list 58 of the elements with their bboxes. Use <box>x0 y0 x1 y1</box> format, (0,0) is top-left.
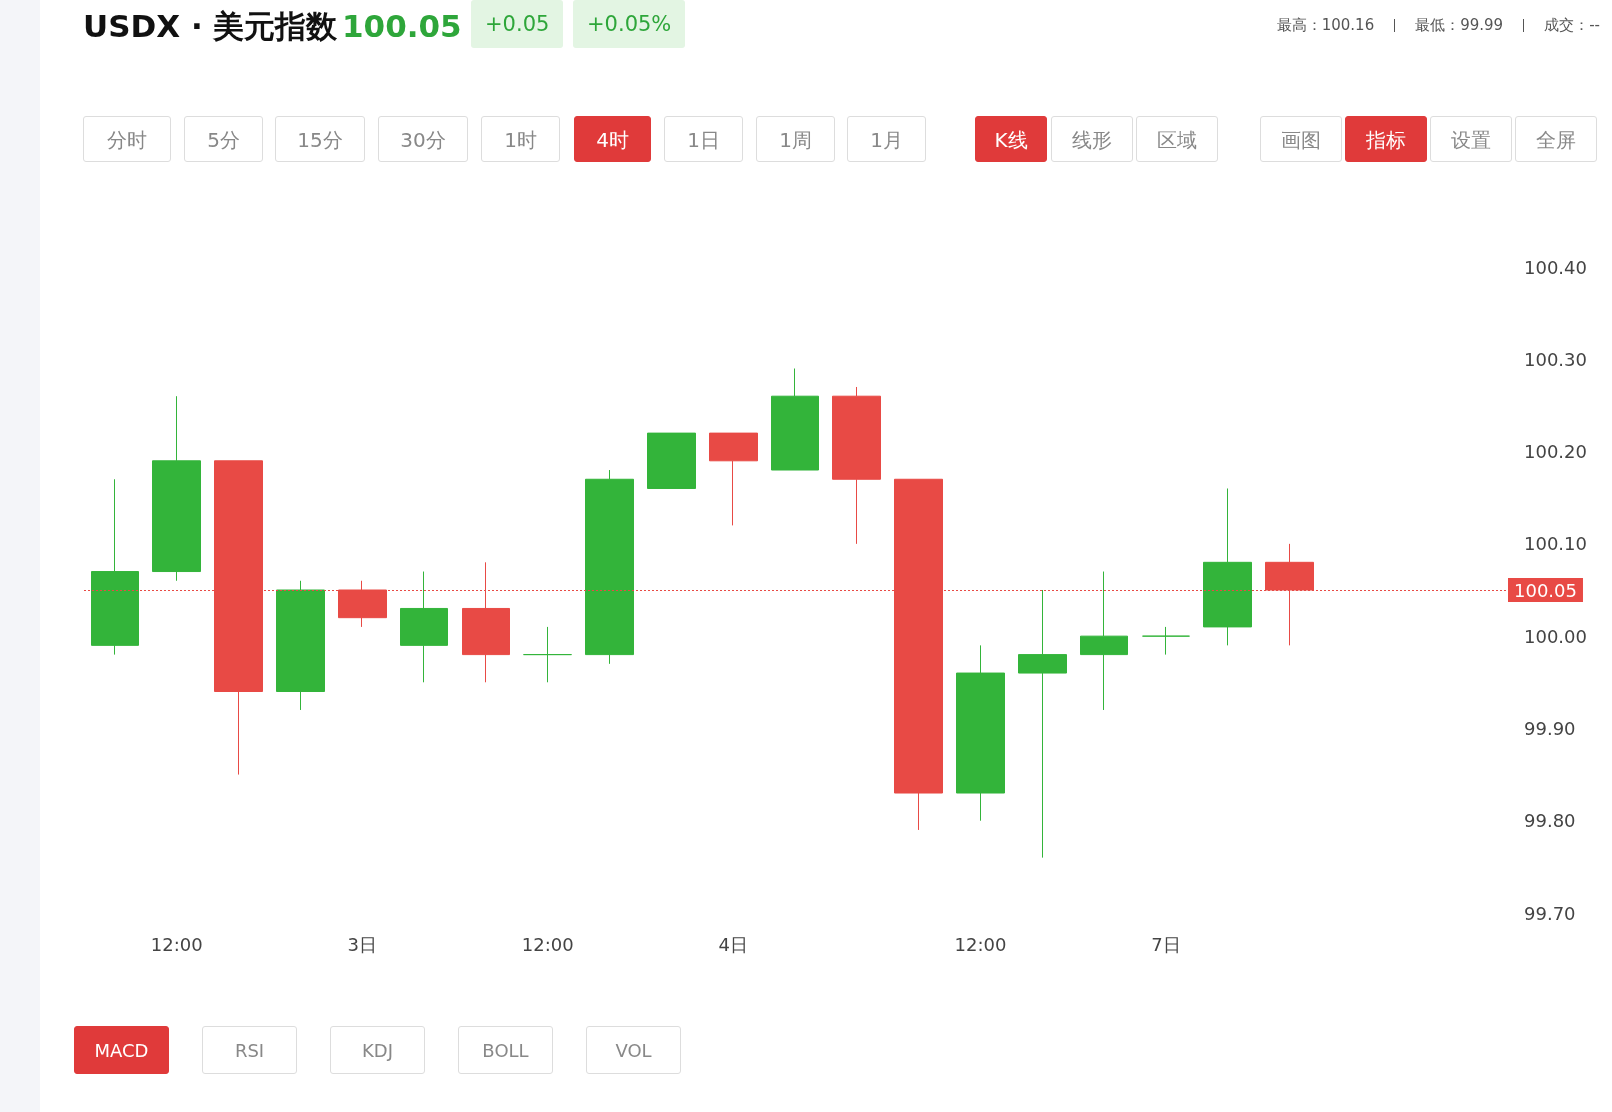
candlestick <box>1142 626 1190 656</box>
text: +0.05% <box>573 0 686 48</box>
y-tick-label: 99.70 <box>1524 902 1576 924</box>
candlestick <box>647 432 696 489</box>
text: KDJ <box>330 1026 425 1074</box>
candlestick <box>1018 589 1067 859</box>
text: 分时 <box>83 116 171 162</box>
text: 4时 <box>574 116 651 162</box>
candlestick <box>585 469 634 665</box>
text: 设置 <box>1430 116 1512 162</box>
y-tick-label: 100.20 <box>1524 441 1587 463</box>
text: 最低：99.99 <box>1415 16 1504 34</box>
x-tick-label: 12:00 <box>954 933 1007 955</box>
text: 最高：100.16 <box>1276 16 1375 34</box>
y-tick-label: 100.40 <box>1524 256 1587 278</box>
x-tick-label: 3日 <box>347 933 377 955</box>
text: +0.05 <box>471 0 564 48</box>
x-tick-label: 7日 <box>1151 933 1181 955</box>
text: 15分 <box>275 116 365 162</box>
text: 1时 <box>481 116 560 162</box>
text: K线 <box>975 116 1047 162</box>
text: RSI <box>202 1026 297 1074</box>
y-tick-label: 100.30 <box>1524 348 1587 370</box>
y-tick-label: 100.10 <box>1524 533 1587 555</box>
text: 30分 <box>378 116 468 162</box>
text: BOLL <box>458 1026 553 1074</box>
x-tick-label: 12:00 <box>521 933 574 955</box>
candlestick <box>276 580 325 711</box>
text: 全屏 <box>1515 116 1597 162</box>
y-tick-label: 99.80 <box>1524 810 1576 832</box>
candlestick <box>771 368 819 471</box>
text: VOL <box>586 1026 681 1074</box>
text: 5分 <box>184 116 263 162</box>
text: 区域 <box>1136 116 1218 162</box>
candlestick <box>1203 487 1252 646</box>
text: MACD <box>74 1026 169 1074</box>
candlestick <box>709 432 758 526</box>
candlestick <box>91 478 139 656</box>
chart-title: USDX · 美元指数 <box>83 7 338 46</box>
text: 成交：-- <box>1544 16 1600 34</box>
candlestick <box>152 395 201 582</box>
text: 1月 <box>847 116 926 162</box>
y-tick-label: 100.00 <box>1524 625 1587 647</box>
text: 线形 <box>1051 116 1133 162</box>
text: 画图 <box>1260 116 1342 162</box>
candlestick <box>400 571 448 683</box>
candlestick <box>956 644 1005 822</box>
text: 1周 <box>756 116 835 162</box>
text: 100.05 <box>342 8 462 44</box>
x-tick-label: 4日 <box>718 933 748 955</box>
text: 指标 <box>1345 116 1427 162</box>
ref-line-label: 100.05 <box>1514 579 1577 601</box>
x-tick-label: 12:00 <box>150 933 203 955</box>
candlestick <box>832 386 881 545</box>
y-tick-label: 99.90 <box>1524 717 1576 739</box>
text: 1日 <box>664 116 743 162</box>
candlestick <box>1080 571 1128 711</box>
candlestick <box>523 626 572 683</box>
